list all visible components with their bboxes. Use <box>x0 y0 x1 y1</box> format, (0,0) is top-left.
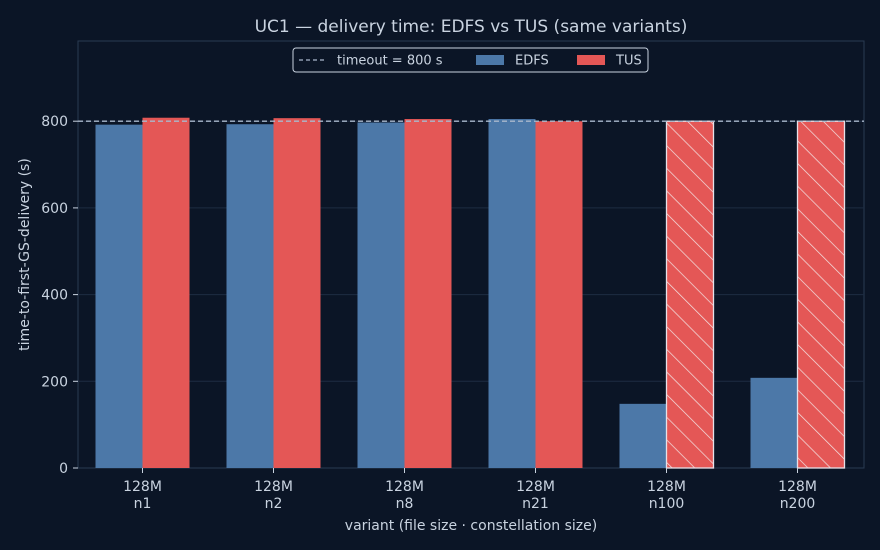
y-tick-label: 600 <box>41 201 68 217</box>
x-tick-label-constellation: n1 <box>134 496 152 512</box>
bar-timeout-hatch <box>665 120 715 469</box>
x-tick-label-size: 128M <box>254 479 293 495</box>
plot-area <box>77 40 865 469</box>
bar-tus <box>535 121 583 468</box>
bar-edfs <box>750 377 798 468</box>
y-axis-label: time-to-first-GS-delivery (s) <box>17 158 33 351</box>
bar-edfs <box>95 124 143 469</box>
bar-tus <box>142 117 190 468</box>
bar-edfs <box>357 122 405 468</box>
y-tick-label: 0 <box>59 461 68 477</box>
y-tick-label: 200 <box>41 374 68 390</box>
bar-edfs <box>619 403 667 468</box>
bar-edfs <box>226 124 274 469</box>
legend-timeout-label: timeout = 800 s <box>337 54 443 69</box>
x-tick-label-constellation: n21 <box>522 496 549 512</box>
legend-edfs-label: EDFS <box>515 54 549 69</box>
bar-tus <box>404 119 452 468</box>
x-tick-label-size: 128M <box>385 479 424 495</box>
legend-tus-label: TUS <box>615 54 642 69</box>
bar-edfs <box>488 119 536 468</box>
x-tick-label-constellation: n8 <box>396 496 414 512</box>
bar-tus <box>273 118 321 468</box>
x-tick-label-constellation: n100 <box>649 496 685 512</box>
x-tick-label-size: 128M <box>647 479 686 495</box>
x-tick-label-constellation: n200 <box>780 496 816 512</box>
x-tick-label-constellation: n2 <box>265 496 283 512</box>
legend-edfs-swatch <box>476 55 504 65</box>
x-tick-label-size: 128M <box>123 479 162 495</box>
x-tick-label-size: 128M <box>516 479 555 495</box>
legend-tus-swatch <box>577 55 605 65</box>
x-tick-label-size: 128M <box>778 479 817 495</box>
bar-timeout-hatch <box>796 120 846 469</box>
x-axis-label: variant (file size · constellation size) <box>345 518 597 534</box>
y-tick-label: 800 <box>41 114 68 130</box>
legend: timeout = 800 s EDFS TUS <box>292 47 649 73</box>
legend-box <box>292 47 649 73</box>
chart-title: UC1 — delivery time: EDFS vs TUS (same v… <box>255 17 688 37</box>
bars <box>95 117 846 469</box>
axes: 0200400600800128Mn1128Mn2128Mn8128Mn2112… <box>41 114 817 512</box>
y-tick-label: 400 <box>41 288 68 304</box>
